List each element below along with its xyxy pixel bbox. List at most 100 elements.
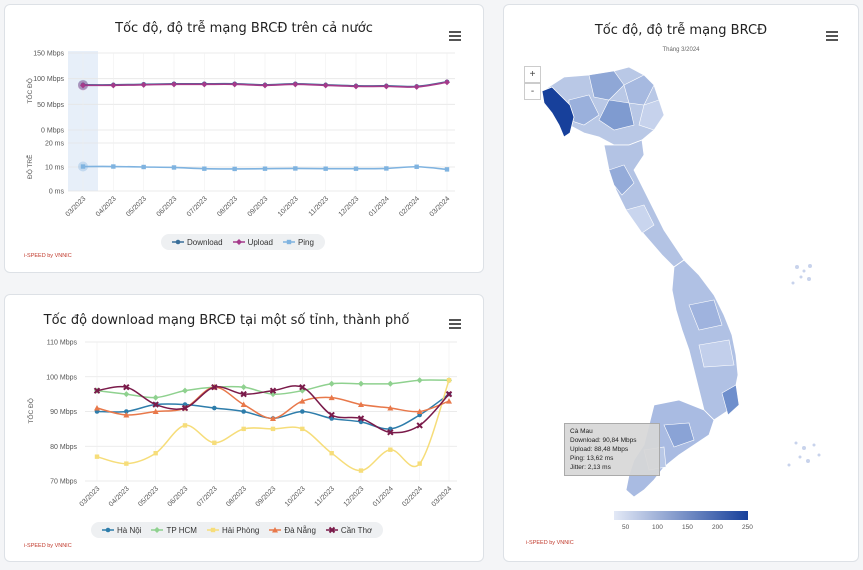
- brand-label: i-SPEED by VNNIC: [526, 540, 574, 546]
- data-point: [231, 81, 238, 88]
- brand-label: i-SPEED by VNNIC: [24, 253, 72, 259]
- data-point: [293, 166, 298, 171]
- x-tick-label: 08/2023: [225, 485, 248, 508]
- data-point: [300, 426, 305, 432]
- legend-marker: [328, 526, 336, 534]
- chart-menu-icon[interactable]: [826, 31, 838, 41]
- legend-swatch: [102, 527, 114, 533]
- data-point: [111, 164, 116, 169]
- province-speed-card: Tốc độ download mạng BRCĐ tại một số tỉn…: [4, 294, 484, 562]
- data-point: [384, 166, 389, 171]
- legend-item[interactable]: Upload: [232, 238, 273, 247]
- x-tick-label: 10/2023: [284, 485, 307, 508]
- data-point: [171, 165, 177, 170]
- data-point: [299, 387, 306, 394]
- ping-axis-title: ĐỘ TRỄ: [25, 154, 34, 179]
- data-point: [171, 81, 177, 88]
- data-point: [240, 384, 247, 391]
- x-tick-label: 07/2023: [196, 485, 219, 508]
- data-point: [152, 401, 159, 408]
- x-tick-label: 05/2023: [125, 195, 148, 218]
- vietnam-map[interactable]: [504, 5, 860, 563]
- data-point-stroke: [240, 390, 247, 398]
- data-point: [80, 82, 86, 89]
- national-speed-card: Tốc độ, độ trễ mạng BRCĐ trên cả nước 15…: [4, 4, 484, 273]
- chart-menu-icon[interactable]: [449, 31, 461, 41]
- speed-tick-label: 50 Mbps: [37, 102, 64, 109]
- x-tick-label: 02/2024: [398, 195, 421, 218]
- speed-tick-label: 0 Mbps: [41, 128, 64, 135]
- data-point: [416, 408, 423, 414]
- map-region-north-central: [603, 139, 685, 268]
- province-tooltip: Cà Mau Download: 90,84 Mbps Upload: 88,4…: [564, 423, 660, 476]
- speed-axis-title: TỐC ĐỘ: [24, 78, 34, 103]
- scale-label: 150: [682, 524, 693, 531]
- data-point: [152, 394, 159, 401]
- x-tick-label: 05/2023: [137, 485, 160, 508]
- data-point: [181, 404, 189, 412]
- map-region-central-2: [688, 299, 723, 331]
- legend-label: Hà Nội: [117, 525, 142, 535]
- data-point-stroke: [93, 387, 101, 394]
- speed-tick-label: 150 Mbps: [33, 51, 64, 58]
- national-chart-legend: Download Upload Ping: [161, 234, 325, 250]
- data-point-stroke: [211, 383, 218, 391]
- legend-item[interactable]: Download: [172, 238, 223, 247]
- data-point: [212, 440, 217, 445]
- legend-label: Hải Phòng: [221, 525, 260, 535]
- legend-marker: [105, 527, 111, 533]
- x-tick-label: 06/2023: [156, 195, 179, 218]
- data-point: [182, 423, 188, 428]
- data-point-stroke: [328, 411, 335, 419]
- y-tick-label: 110 Mbps: [47, 340, 78, 347]
- legend-item[interactable]: Ping: [282, 237, 314, 247]
- data-point: [444, 167, 450, 172]
- tooltip-upload: Upload: 88,48 Mbps: [570, 446, 629, 453]
- data-point-stroke: [269, 387, 277, 394]
- data-point: [299, 383, 306, 391]
- data-point: [413, 83, 420, 90]
- data-point: [182, 387, 188, 394]
- data-point: [211, 383, 218, 391]
- x-tick-label: 08/2023: [216, 195, 239, 218]
- data-point: [153, 451, 158, 456]
- legend-swatch: [325, 526, 338, 534]
- scale-label: 200: [712, 524, 723, 531]
- data-point: [262, 82, 268, 89]
- data-point-stroke: [181, 404, 189, 412]
- legend-item[interactable]: TP HCM: [151, 526, 197, 535]
- ping-tick-label: 0 ms: [49, 189, 65, 196]
- data-point: [123, 383, 130, 391]
- zoom-out-button[interactable]: -: [524, 83, 541, 100]
- legend-marker: [210, 527, 216, 533]
- tooltip-download: Download: 90,84 Mbps: [570, 437, 637, 444]
- zoom-in-button[interactable]: +: [524, 66, 541, 83]
- data-point: [353, 83, 359, 90]
- legend-item[interactable]: Đà Nẵng: [269, 526, 316, 535]
- data-point: [93, 387, 101, 394]
- data-point: [123, 411, 130, 418]
- legend-marker: [235, 239, 242, 245]
- legend-item[interactable]: Hà Nội: [102, 526, 141, 535]
- x-tick-label: 01/2024: [368, 195, 391, 218]
- data-point: [328, 380, 335, 387]
- data-point: [444, 79, 450, 86]
- data-point-stroke: [416, 422, 423, 429]
- legend-item[interactable]: Hải Phòng: [206, 525, 260, 535]
- legend-marker: [175, 239, 181, 245]
- data-point: [94, 454, 100, 459]
- data-point: [388, 447, 393, 452]
- data-point: [270, 426, 276, 432]
- data-point: [414, 164, 419, 169]
- legend-label: Ping: [297, 237, 314, 247]
- map-region-central-4: [721, 384, 740, 416]
- legend-item[interactable]: Cần Thơ: [325, 526, 372, 535]
- color-scale: 50 100 150 200 250: [614, 511, 753, 537]
- data-point-stroke: [152, 401, 159, 408]
- data-point: [124, 409, 129, 414]
- province-line-chart: 110 Mbps 100 Mbps 90 Mbps 80 Mbps 70 Mbps TỐC…: [25, 340, 457, 508]
- x-tick-label: 10/2023: [277, 195, 300, 218]
- x-tick-label: 12/2023: [343, 485, 366, 508]
- x-tick-label: 03/2024: [429, 195, 452, 218]
- chart-menu-icon[interactable]: [449, 319, 461, 329]
